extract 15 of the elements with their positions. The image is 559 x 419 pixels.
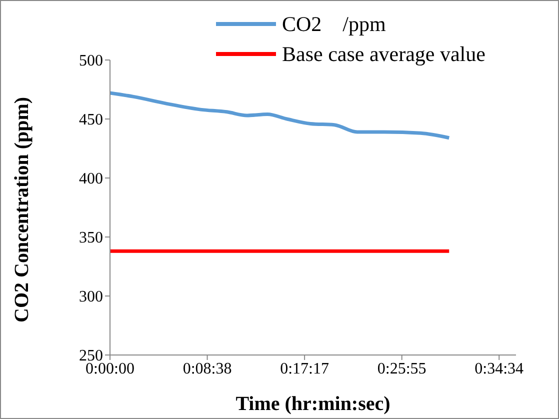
x-tick-label: 0:25:55 (377, 360, 426, 378)
x-axis-title: Time (hr:min:sec) (236, 393, 390, 415)
y-tick-label: 500 (79, 52, 103, 70)
x-tick-label: 0:00:00 (86, 360, 134, 378)
y-tick-label: 300 (79, 288, 103, 306)
y-tick-label: 400 (79, 170, 103, 188)
x-tick-label: 0:08:38 (182, 360, 232, 378)
y-tick-label: 450 (79, 112, 103, 129)
x-tick-label: 0:34:34 (474, 360, 524, 378)
legend-label: CO2 /ppm (282, 11, 386, 38)
legend-label: Base case average value (282, 41, 486, 68)
y-tick-label: 350 (79, 230, 103, 247)
line-series (110, 91, 451, 140)
x-tick-label: 0:17:17 (280, 360, 329, 378)
y-axis-title: CO2 Concentration (ppm) (11, 96, 34, 322)
